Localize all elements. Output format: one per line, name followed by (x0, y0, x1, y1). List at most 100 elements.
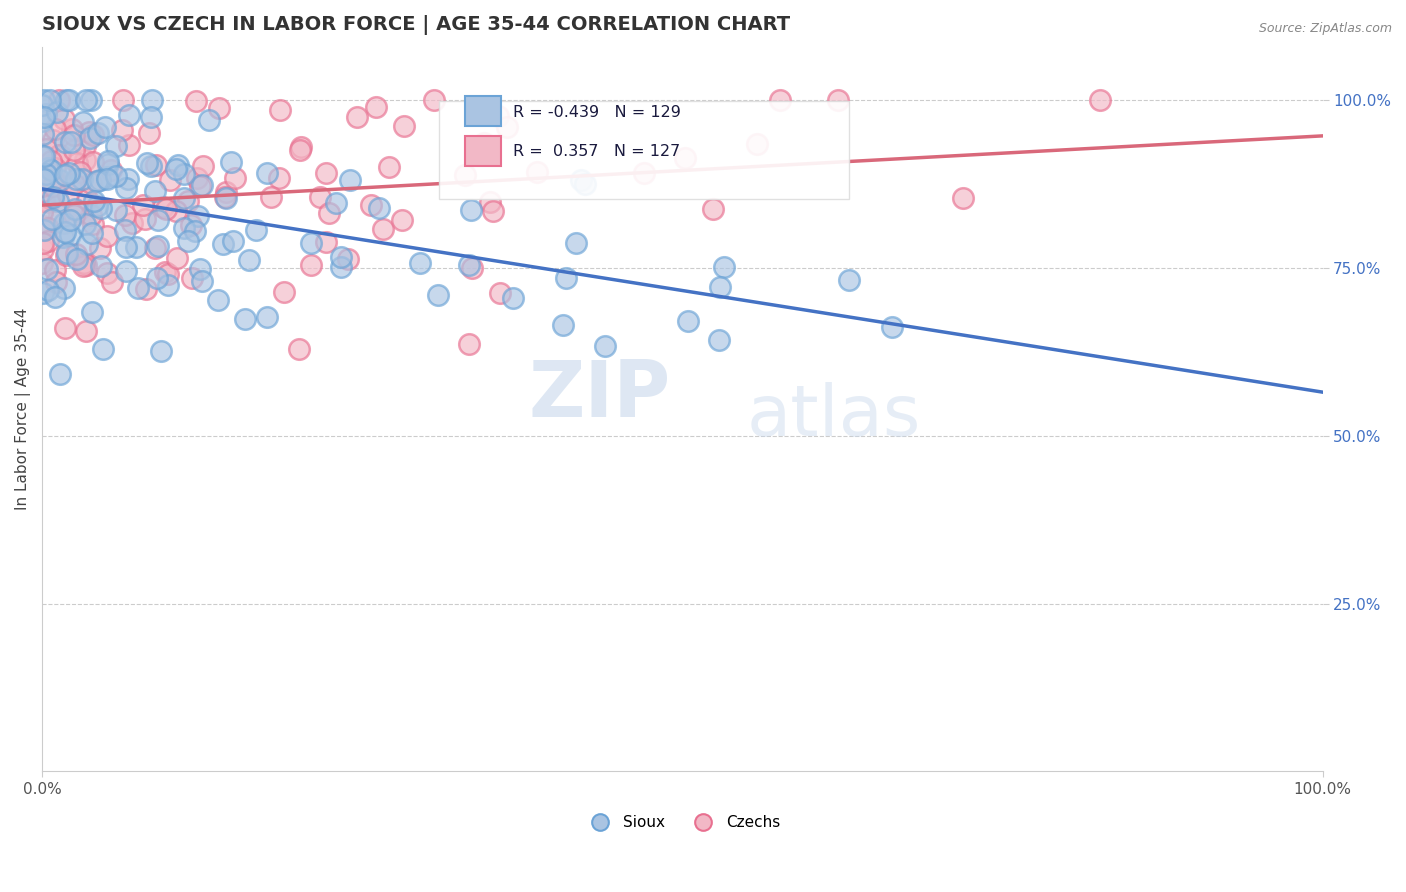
Point (222, 234, 245, 248)
Point (31, 149, 53, 163)
Point (66, 156, 89, 170)
Point (75, 153, 97, 167)
Point (72, 115, 94, 129)
Point (60, 121, 83, 136)
Point (51, 230, 73, 244)
Bar (464, 136, 501, 166)
Point (63, 128, 86, 142)
Point (90, 201, 112, 215)
Point (208, 101, 231, 115)
Point (44, 161, 66, 176)
Point (458, 337, 481, 351)
Point (186, 171, 208, 186)
Point (138, 126, 160, 140)
Point (181, 271, 204, 285)
Point (502, 291, 524, 305)
Point (72, 171, 94, 186)
Point (269, 103, 291, 117)
Point (48, 147, 70, 161)
Point (1088, 93, 1111, 107)
Point (565, 236, 588, 251)
Point (97, 153, 120, 168)
Point (191, 274, 214, 288)
Point (82, 226, 104, 240)
Point (290, 139, 312, 153)
Point (79, 130, 101, 145)
Point (65, 252, 87, 267)
Point (135, 156, 157, 170)
Point (37, 220, 59, 235)
Point (58, 166, 80, 180)
Point (77, 125, 100, 139)
Point (53, 168, 76, 182)
Point (75, 93, 97, 107)
Point (82, 217, 104, 231)
Point (159, 173, 181, 187)
Point (31, 205, 53, 219)
Point (167, 157, 190, 171)
Point (53, 215, 76, 229)
Point (46, 194, 69, 209)
Point (75, 258, 97, 272)
Point (31, 128, 53, 142)
Point (45, 275, 67, 289)
Point (408, 256, 430, 270)
Point (377, 160, 399, 174)
Point (83, 194, 105, 209)
Point (48, 208, 70, 222)
Point (256, 166, 278, 180)
Point (31, 256, 53, 270)
Point (180, 218, 202, 232)
Point (173, 192, 195, 206)
Point (105, 169, 128, 183)
Point (882, 319, 904, 334)
Point (214, 191, 236, 205)
Point (245, 223, 267, 237)
Point (145, 158, 167, 172)
Point (391, 213, 413, 227)
Point (165, 204, 187, 219)
Point (460, 202, 482, 217)
Point (42, 171, 65, 186)
Point (37, 234, 59, 248)
Point (290, 143, 312, 157)
Point (309, 190, 332, 204)
Point (111, 123, 134, 137)
Point (486, 110, 509, 124)
Point (769, 93, 792, 107)
Point (53, 135, 76, 149)
Point (146, 271, 169, 285)
Point (62, 208, 84, 222)
Point (58, 93, 80, 107)
Point (44, 290, 66, 304)
Point (156, 278, 179, 293)
Point (59, 135, 82, 149)
Point (32, 93, 55, 107)
Point (72, 259, 94, 273)
Y-axis label: In Labor Force | Age 35-44: In Labor Force | Age 35-44 (15, 308, 31, 510)
Point (42, 189, 65, 203)
Point (233, 312, 256, 326)
Point (69, 164, 91, 178)
Point (207, 293, 229, 307)
Point (55, 248, 77, 262)
Point (89, 241, 111, 255)
Point (32, 110, 55, 124)
Point (105, 139, 128, 153)
Point (49, 148, 72, 162)
Point (364, 100, 387, 114)
Point (60, 176, 83, 190)
Point (191, 178, 214, 193)
Text: SIOUX VS CZECH IN LABOR FORCE | AGE 35-44 CORRELATION CHART: SIOUX VS CZECH IN LABOR FORCE | AGE 35-4… (42, 15, 790, 35)
Point (481, 203, 503, 218)
Point (96, 266, 118, 280)
Point (256, 310, 278, 325)
Point (267, 170, 290, 185)
Point (569, 173, 592, 187)
Point (114, 181, 136, 195)
Point (173, 221, 195, 235)
Point (32, 219, 55, 233)
Text: ZIP: ZIP (529, 357, 671, 433)
Point (56, 186, 79, 201)
Point (42, 133, 65, 147)
